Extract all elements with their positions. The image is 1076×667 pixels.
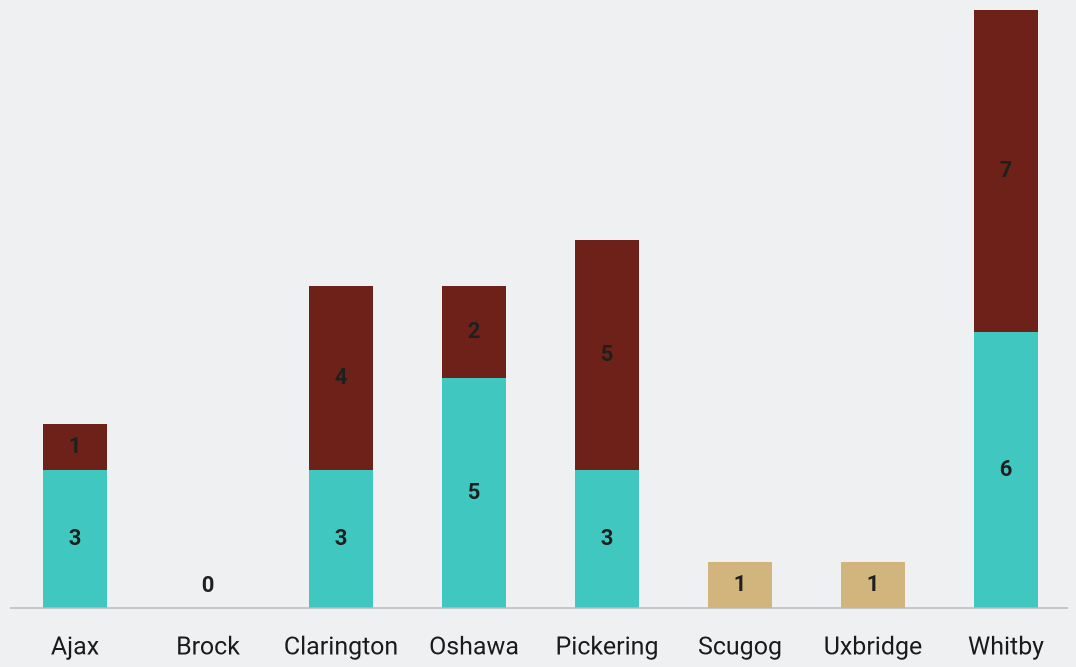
data-label: 6 xyxy=(1000,457,1013,482)
x-tick-label: Brock xyxy=(176,633,240,662)
x-tick-label: Pickering xyxy=(555,633,658,662)
data-label: 1 xyxy=(69,434,82,459)
bar-segment xyxy=(841,562,905,608)
data-label: 2 xyxy=(468,319,481,344)
data-label: 5 xyxy=(468,480,481,505)
bar-segment xyxy=(575,240,639,470)
bar-segment xyxy=(708,562,772,608)
bar-segment xyxy=(309,286,373,470)
bar-segment xyxy=(43,470,107,608)
data-label: 0 xyxy=(202,573,215,598)
data-label: 7 xyxy=(1000,158,1013,183)
bar-segment xyxy=(43,424,107,470)
bar-segment xyxy=(575,470,639,608)
x-tick-label: Uxbridge xyxy=(824,633,923,662)
data-label: 4 xyxy=(335,365,348,390)
bar-segment xyxy=(442,286,506,378)
data-label: 3 xyxy=(335,526,348,551)
bar-segment xyxy=(442,378,506,608)
bar-segment xyxy=(974,10,1038,332)
data-label: 1 xyxy=(734,572,747,597)
data-label: 5 xyxy=(601,342,614,367)
data-label: 3 xyxy=(69,526,82,551)
bar-segment xyxy=(309,470,373,608)
data-label: 1 xyxy=(867,572,880,597)
x-tick-label: Clarington xyxy=(284,633,398,662)
x-tick-label: Scugog xyxy=(698,633,782,662)
x-tick-label: Oshawa xyxy=(429,633,519,662)
x-tick-label: Ajax xyxy=(51,633,99,662)
bar-segment xyxy=(974,332,1038,608)
data-label: 3 xyxy=(601,526,614,551)
x-tick-label: Whitby xyxy=(968,633,1044,662)
